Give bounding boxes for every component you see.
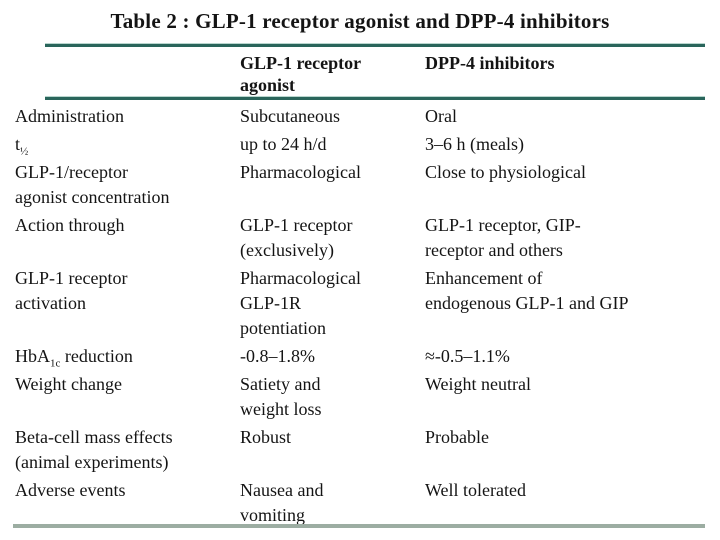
dpp4-cell: ≈-0.5–1.1% [425, 346, 510, 366]
row-label: Adverse events [15, 480, 126, 500]
glp1-cell: Pharmacological GLP-1R potentiation [240, 268, 361, 338]
glp1-cell: up to 24 h/d [240, 134, 327, 154]
row-label: Administration [15, 106, 124, 126]
glp1-cell: Pharmacological [240, 162, 361, 182]
row-label: t½ [15, 132, 240, 157]
table-row-adverse-events: Adverse events Nausea and vomiting Well … [15, 478, 705, 528]
table-header-row: GLP-1 receptor agonist DPP-4 inhibitors [15, 52, 705, 96]
row-label: HbA1c reduction [15, 344, 240, 369]
header-empty-cell [15, 52, 240, 96]
header-glp1-column: GLP-1 receptor agonist [240, 53, 362, 95]
row-label: Weight change [15, 374, 123, 394]
label-text-post: reduction [60, 346, 133, 366]
row-label: GLP-1 receptor activation [15, 268, 128, 313]
dpp4-cell: Close to physiological [425, 162, 586, 182]
row-label: Beta-cell mass effects (animal experimen… [15, 427, 173, 472]
glp1-cell: Satiety and weight loss [240, 374, 322, 419]
glp1-cell: -0.8–1.8% [240, 346, 315, 366]
row-label: GLP-1/receptor agonist concentration [15, 162, 170, 207]
dpp4-cell: Probable [425, 427, 489, 447]
label-subscript: ½ [20, 145, 29, 158]
dpp4-cell: GLP-1 receptor, GIP- receptor and others [425, 215, 581, 260]
header-dpp4-column: DPP-4 inhibitors [425, 53, 555, 73]
bottom-rule [13, 524, 705, 528]
table-row-hba1c-reduction: HbA1c reduction -0.8–1.8% ≈-0.5–1.1% [15, 344, 705, 369]
row-label: Action through [15, 215, 125, 235]
table-row-administration: Administration Subcutaneous Oral [15, 104, 705, 129]
table-row-beta-cell-mass: Beta-cell mass effects (animal experimen… [15, 425, 705, 475]
table-body: Administration Subcutaneous Oral t½ up t… [15, 104, 705, 531]
dpp4-cell: Well tolerated [425, 480, 527, 500]
header-rule [45, 97, 705, 100]
dpp4-cell: Weight neutral [425, 374, 532, 394]
table-row-half-life: t½ up to 24 h/d 3–6 h (meals) [15, 132, 705, 157]
table-title: Table 2 : GLP-1 receptor agonist and DPP… [110, 9, 610, 33]
glp1-cell: Subcutaneous [240, 106, 340, 126]
table-row-action-through: Action through GLP-1 receptor (exclusive… [15, 213, 705, 263]
glp1-cell: Nausea and vomiting [240, 480, 324, 525]
table-row-concentration: GLP-1/receptor agonist concentration Pha… [15, 160, 705, 210]
table-row-receptor-activation: GLP-1 receptor activation Pharmacologica… [15, 266, 705, 341]
label-text: t [15, 134, 21, 154]
dpp4-cell: Enhancement of endogenous GLP-1 and GIP [425, 268, 629, 313]
table-row-weight-change: Weight change Satiety and weight loss We… [15, 372, 705, 422]
label-text: HbA [15, 346, 50, 366]
glp1-cell: GLP-1 receptor (exclusively) [240, 215, 353, 260]
dpp4-cell: Oral [425, 106, 457, 126]
glp1-cell: Robust [240, 427, 292, 447]
label-subscript: 1c [50, 357, 61, 370]
top-rule [45, 44, 705, 47]
dpp4-cell: 3–6 h (meals) [425, 134, 524, 154]
